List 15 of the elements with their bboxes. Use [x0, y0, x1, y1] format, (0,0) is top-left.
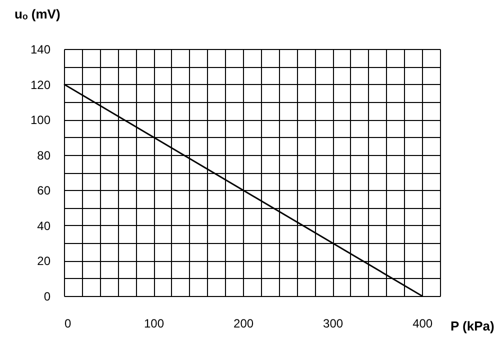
y-tick-label: 120 [30, 78, 51, 92]
x-tick-label: 100 [144, 316, 164, 330]
y-tick-label: 60 [37, 184, 51, 198]
y-tick-label: 20 [37, 254, 51, 268]
x-axis-title: P (kPa) [450, 318, 494, 334]
x-tick-label: 400 [412, 316, 433, 330]
y-tick-label: 40 [37, 218, 51, 233]
y-tick-label: 80 [37, 148, 51, 162]
x-tick-label: 300 [323, 316, 344, 330]
x-tick-label: 0 [64, 316, 72, 330]
y-tick-label: 140 [30, 42, 51, 56]
y-tick-label: 0 [44, 290, 51, 304]
x-tick-label: 200 [234, 316, 254, 330]
y-tick-label: 100 [30, 113, 51, 128]
y-axis-title: uₒ (mV) [14, 6, 60, 22]
